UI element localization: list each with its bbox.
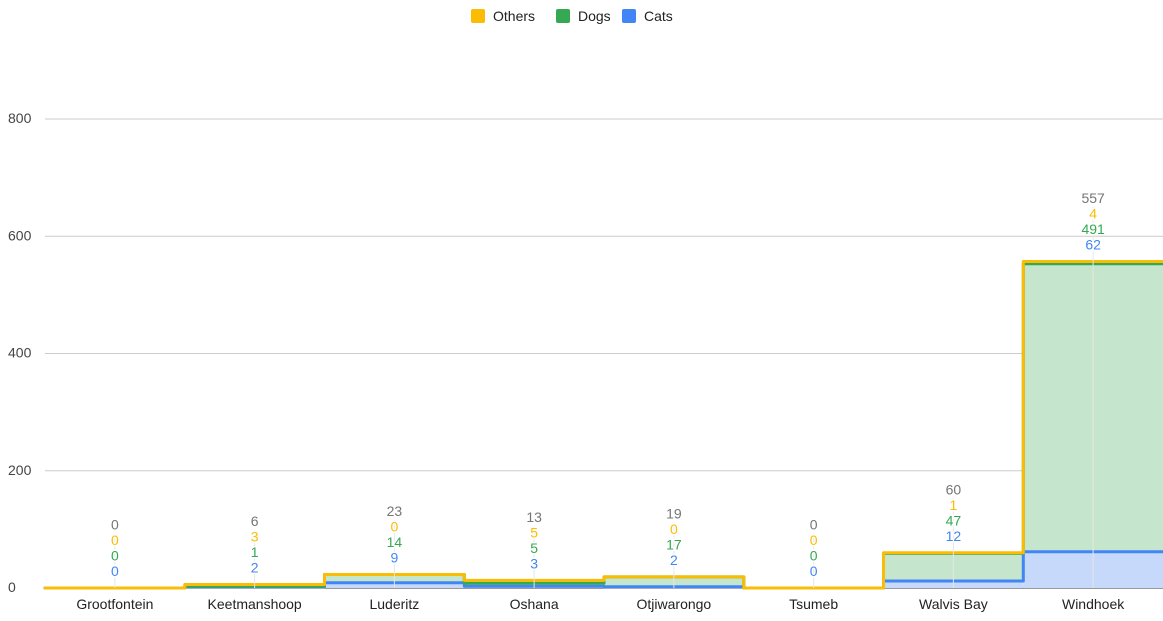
data-label-cats-6: 12 (946, 528, 962, 544)
x-tick-label-2: Luderitz (369, 596, 419, 612)
x-tick-label-4: Otjiwarongo (637, 596, 712, 612)
series-line-others (43, 260, 1163, 590)
data-label-dogs-5: 0 (810, 548, 818, 564)
data-label-dogs-7: 491 (1081, 221, 1105, 237)
legend: Others Dogs Cats (471, 8, 673, 24)
legend-swatch-cats (622, 9, 636, 23)
data-label-cats-5: 0 (810, 563, 818, 579)
data-label-total-7: 557 (1081, 190, 1105, 206)
x-tick-label-0: Grootfontein (76, 596, 153, 612)
legend-label-others: Others (493, 8, 535, 24)
data-label-others-0: 0 (111, 532, 119, 548)
y-tick-label-600: 600 (8, 227, 32, 243)
x-tick-label-5: Tsumeb (789, 596, 838, 612)
legend-swatch-others (471, 9, 485, 23)
data-label-total-3: 13 (526, 509, 542, 525)
data-label-cats-7: 62 (1085, 236, 1101, 252)
series-lines (43, 260, 1163, 590)
legend-swatch-dogs (556, 9, 570, 23)
y-tick-label-200: 200 (8, 462, 32, 478)
data-label-total-1: 6 (251, 513, 259, 529)
data-label-dogs-3: 5 (530, 540, 538, 556)
data-label-total-4: 19 (666, 505, 682, 521)
data-label-dogs-4: 17 (666, 536, 682, 552)
legend-label-dogs: Dogs (578, 8, 611, 24)
x-tick-label-3: Oshana (510, 596, 559, 612)
data-label-others-7: 4 (1089, 205, 1097, 221)
y-tick-label-800: 800 (8, 110, 32, 126)
data-label-others-1: 3 (251, 528, 259, 544)
data-label-others-5: 0 (810, 532, 818, 548)
data-label-dogs-0: 0 (111, 548, 119, 564)
data-label-others-2: 0 (390, 519, 398, 535)
legend-label-cats: Cats (644, 8, 673, 24)
x-tick-label-1: Keetmanshoop (208, 596, 302, 612)
data-label-total-0: 0 (111, 517, 119, 533)
data-label-cats-0: 0 (111, 563, 119, 579)
data-label-total-2: 23 (387, 503, 403, 519)
y-tick-label-400: 400 (8, 345, 32, 361)
data-label-cats-3: 3 (530, 555, 538, 571)
data-label-cats-4: 2 (670, 552, 678, 568)
x-tick-label-7: Windhoek (1062, 596, 1125, 612)
x-axis-labels: Grootfontein Keetmanshoop Luderitz Oshana Ot… (76, 596, 1125, 612)
data-label-dogs-1: 1 (251, 544, 259, 560)
data-label-cats-2: 9 (390, 550, 398, 566)
data-label-others-6: 1 (949, 497, 957, 513)
data-label-dogs-6: 47 (946, 512, 962, 528)
data-label-total-5: 0 (810, 517, 818, 533)
data-label-total-6: 60 (946, 481, 962, 497)
data-label-dogs-2: 14 (387, 534, 403, 550)
data-labels: 0000631223014913553190172000060147125574… (109, 188, 1107, 588)
x-tick-label-6: Walvis Bay (919, 596, 988, 612)
y-tick-label-0: 0 (8, 579, 16, 595)
series-line-dogs (43, 262, 1163, 590)
data-label-others-3: 5 (530, 524, 538, 540)
data-label-cats-1: 2 (251, 559, 259, 575)
data-label-others-4: 0 (670, 521, 678, 537)
